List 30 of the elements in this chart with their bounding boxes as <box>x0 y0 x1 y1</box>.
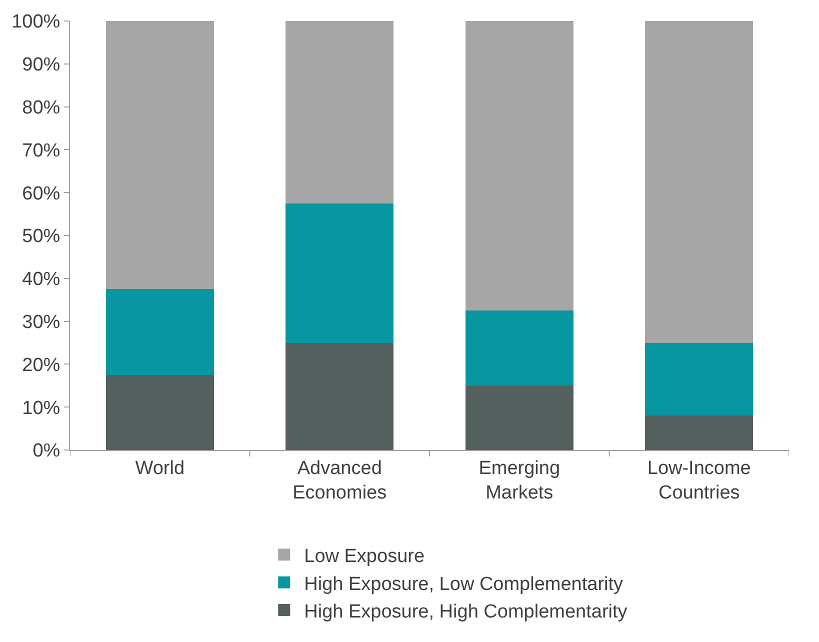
x-tick-label: Low-Income Countries <box>647 458 751 504</box>
y-tick-label: 60% <box>22 183 60 204</box>
y-tick-label: 30% <box>22 312 60 333</box>
y-tick-label: 70% <box>22 140 60 162</box>
x-tick-label: Advanced Economies <box>292 458 387 504</box>
x-tick-label: World <box>135 458 185 479</box>
y-tick-label: 0% <box>32 440 60 462</box>
legend-label: Low Exposure <box>304 546 425 568</box>
bar <box>465 386 574 450</box>
bar <box>645 21 754 343</box>
bar <box>106 289 214 375</box>
bar <box>106 374 214 450</box>
legend-label: High Exposure, Low Complementarity <box>304 574 624 595</box>
y-tick-label: 80% <box>22 97 60 118</box>
y-tick-label: 100% <box>12 12 60 33</box>
bar <box>286 342 394 450</box>
bar <box>645 416 754 450</box>
bar <box>286 21 394 204</box>
bar <box>106 21 214 290</box>
x-tick-label: Emerging Markets <box>478 458 560 504</box>
y-tick-label: 50% <box>22 226 60 248</box>
bar <box>645 342 754 416</box>
bar <box>465 310 574 386</box>
y-tick-label: 10% <box>22 398 60 419</box>
y-tick-label: 40% <box>22 269 60 290</box>
y-tick-label: 20% <box>22 354 60 376</box>
bar <box>286 203 394 343</box>
y-tick-label: 90% <box>22 54 60 76</box>
bar <box>465 21 574 311</box>
legend-label: High Exposure, High Complementarity <box>304 601 628 622</box>
